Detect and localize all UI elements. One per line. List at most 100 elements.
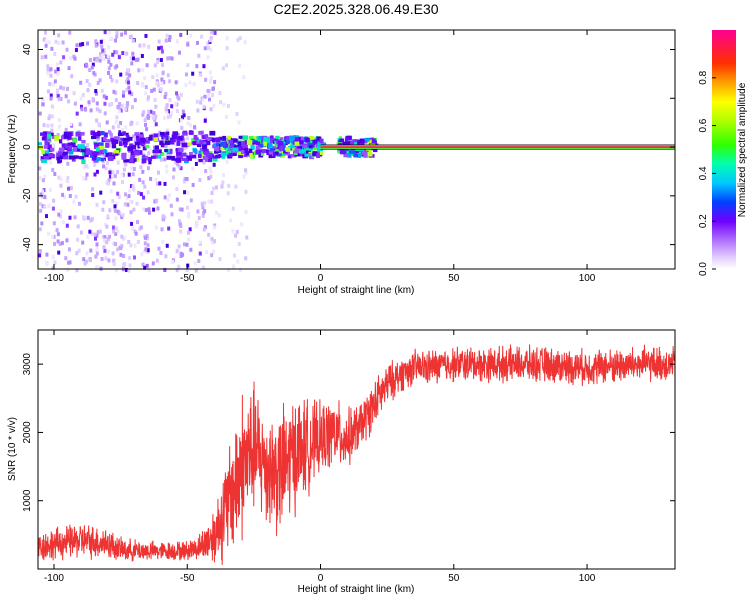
heatmap-cell: [181, 157, 188, 161]
heatmap-cell: [208, 70, 212, 75]
heatmap-cell: [152, 207, 156, 212]
heatmap-cell: [209, 79, 213, 84]
heatmap-cell: [220, 141, 227, 147]
heatmap-cell: [179, 251, 183, 256]
snr-frame: [37, 329, 676, 570]
heatmap-cell: [221, 153, 226, 159]
heatmap-cell: [169, 148, 173, 154]
heatmap-cell: [168, 114, 172, 119]
heatmap-cell: [219, 100, 223, 105]
heatmap-cell: [149, 147, 153, 152]
heatmap-cell: [142, 154, 146, 159]
heatmap-cell: [174, 101, 178, 106]
heatmap-cell: [127, 194, 131, 199]
y-tick-label: -20: [22, 188, 33, 203]
heatmap-cell: [98, 149, 105, 155]
heatmap-cell: [343, 153, 348, 158]
heatmap-cell: [107, 178, 111, 183]
heatmap-cell: [166, 56, 170, 61]
heatmap-cell: [56, 67, 60, 72]
heatmap-cell: [213, 30, 217, 35]
snr-background: [38, 330, 675, 569]
heatmap-cell: [46, 89, 50, 94]
heatmap-cell: [69, 186, 73, 191]
heatmap-cell: [85, 62, 89, 67]
heatmap-cell: [141, 67, 145, 72]
steady-frequency-line: [320, 144, 675, 150]
heatmap-cell: [44, 141, 49, 145]
heatmap-cell: [140, 54, 144, 59]
heatmap-cell: [55, 228, 59, 233]
colorbar: 0.0 0.2 0.4 0.6 0.8 Normalized spectral ampl…: [698, 30, 748, 276]
heatmap-cell: [257, 150, 263, 154]
heatmap-cell: [190, 154, 197, 159]
heatmap-cell: [64, 256, 68, 261]
heatmap-cell: [166, 115, 170, 120]
heatmap-cell: [211, 93, 215, 98]
heatmap-cell: [202, 104, 206, 109]
heatmap-cell: [163, 95, 167, 100]
heatmap-cell: [125, 196, 129, 201]
heatmap-cell: [237, 141, 242, 147]
heatmap-cell: [198, 158, 203, 163]
heatmap-cell: [59, 214, 63, 219]
heatmap-cell: [206, 55, 210, 60]
heatmap-cell: [200, 153, 205, 158]
heatmap-cell: [235, 112, 239, 117]
heatmap-cell: [90, 65, 94, 70]
heatmap-cell: [174, 80, 178, 85]
heatmap-cell: [49, 147, 55, 152]
steady-line-core: [320, 146, 675, 148]
heatmap-cell: [103, 149, 108, 154]
heatmap-cell: [73, 215, 77, 220]
heatmap-cell: [112, 241, 116, 246]
heatmap-cell: [121, 212, 125, 217]
heatmap-cell: [209, 36, 213, 41]
heatmap-cell: [189, 198, 193, 203]
heatmap-cell: [144, 155, 149, 160]
heatmap-cell: [38, 253, 42, 258]
heatmap-cell: [294, 137, 299, 141]
heatmap-cell: [52, 198, 56, 203]
heatmap-cell: [271, 145, 277, 149]
heatmap-cell: [56, 232, 60, 237]
heatmap-cell: [57, 212, 61, 217]
heatmap-cell: [119, 246, 123, 251]
heatmap-cell: [155, 258, 159, 263]
heatmap-cell: [170, 56, 174, 61]
heatmap-cell: [277, 141, 284, 146]
heatmap-cell: [229, 218, 233, 223]
heatmap-cell: [144, 247, 148, 252]
heatmap-cell: [193, 261, 197, 266]
heatmap-cell: [115, 79, 119, 84]
heatmap-cell: [248, 135, 254, 140]
heatmap-cell: [50, 123, 54, 128]
heatmap-cell: [63, 131, 69, 137]
heatmap-cell: [114, 242, 118, 247]
heatmap-cell: [42, 123, 46, 128]
heatmap-cell: [121, 51, 125, 56]
heatmap-cell: [197, 258, 201, 263]
snr-x-label: Height of straight line (km): [298, 584, 415, 595]
heatmap-cell: [276, 153, 282, 157]
heatmap-cell: [177, 50, 181, 55]
heatmap-cell: [263, 141, 267, 147]
heatmap-cell: [224, 141, 229, 145]
heatmap-cell: [186, 230, 190, 235]
heatmap-cell: [244, 210, 248, 215]
heatmap-cell: [118, 137, 124, 141]
heatmap-cell: [109, 74, 113, 79]
heatmap-cell: [127, 268, 131, 273]
heatmap-cell: [75, 131, 81, 137]
heatmap-cell: [298, 149, 305, 154]
heatmap-cell: [86, 215, 90, 220]
heatmap-cell: [102, 157, 106, 162]
heatmap-cell: [104, 132, 108, 138]
heatmap-cell: [246, 139, 253, 145]
heatmap-cell: [102, 48, 106, 53]
heatmap-cell: [162, 131, 169, 136]
heatmap-cell: [309, 147, 313, 152]
heatmap-cell: [102, 52, 106, 57]
heatmap-cell: [206, 88, 210, 93]
heatmap-cell: [212, 86, 216, 91]
